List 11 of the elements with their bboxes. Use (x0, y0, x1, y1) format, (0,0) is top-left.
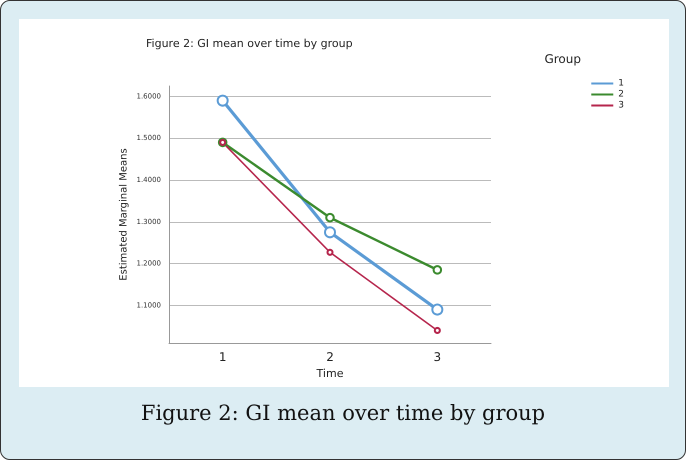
y-axis-title: Estimated Marginal Means (118, 148, 130, 281)
legend-title: Group (544, 52, 582, 66)
legend-label: 2 (618, 90, 624, 100)
x-tick-label: 3 (434, 350, 442, 364)
legend-label: 3 (618, 100, 624, 110)
x-tick-label: 2 (326, 350, 334, 364)
chart-title: Figure 2: GI mean over time by group (146, 37, 353, 50)
x-tick-label: 1 (218, 350, 226, 364)
caption: Figure 2: GI mean over time by group (140, 401, 546, 425)
x-axis-title: Time (316, 366, 344, 380)
legend-label: 1 (618, 78, 624, 88)
